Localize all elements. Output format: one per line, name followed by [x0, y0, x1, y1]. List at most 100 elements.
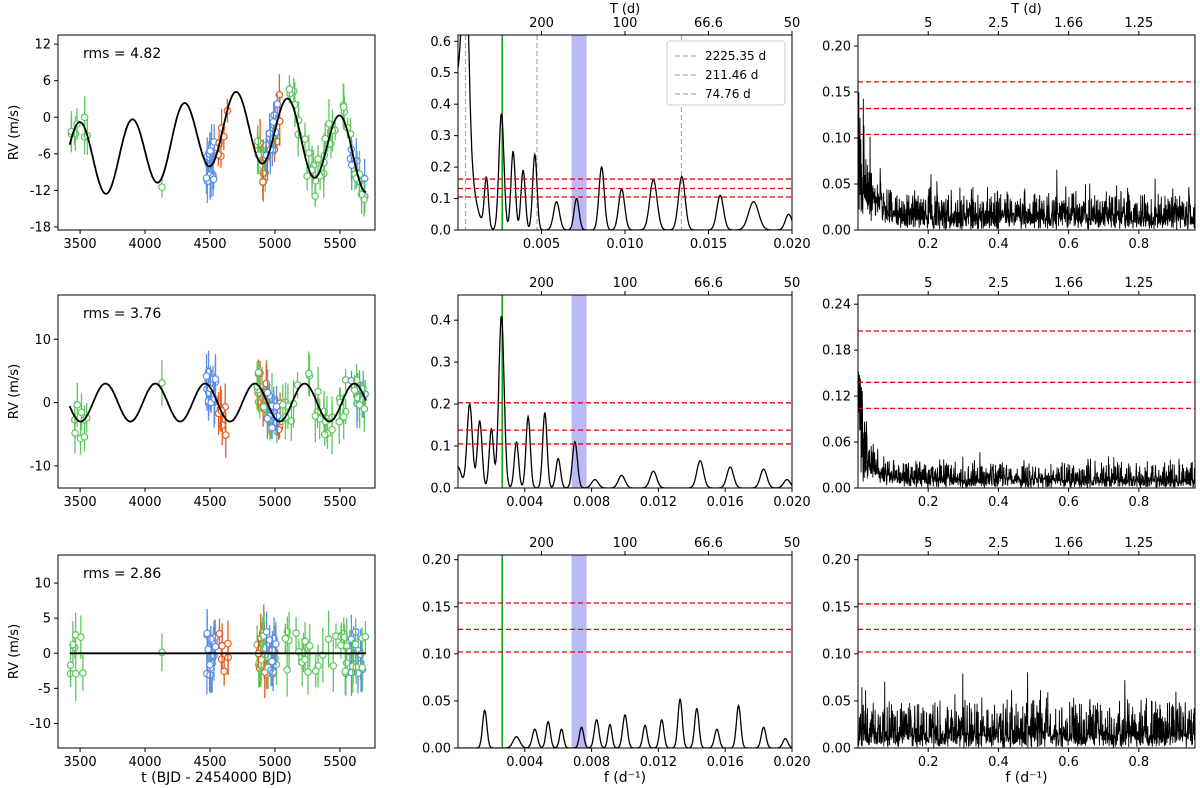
- top-tick-label: 1.25: [1124, 16, 1153, 31]
- rv-point: [158, 183, 166, 191]
- rv-point: [335, 418, 344, 426]
- x-tick-label: 5000: [258, 755, 291, 770]
- rv-point: [262, 628, 271, 636]
- y-tick-label: 5: [43, 612, 51, 627]
- y-tick-label: 10: [34, 577, 51, 592]
- top-tick-label: 2.5: [988, 276, 1009, 291]
- rv-point: [314, 387, 322, 396]
- y-tick-label: 12: [34, 38, 51, 53]
- rv-point: [329, 662, 338, 670]
- x-tick-label: 0.012: [640, 495, 677, 510]
- rv-point: [314, 155, 322, 163]
- x-tick-label: 4500: [193, 495, 226, 510]
- rms-annotation: rms = 3.76: [83, 306, 161, 322]
- x-tick-label: 3500: [64, 755, 97, 770]
- y-tick-label: 0.0: [430, 482, 451, 497]
- axes-frame: [857, 294, 1196, 489]
- rv-point: [342, 659, 351, 667]
- y-tick-label: 0.0: [430, 224, 451, 239]
- y-tick-label: 0.1: [430, 440, 451, 455]
- x-tick-label: 0.4: [988, 495, 1009, 510]
- rv-point: [328, 425, 336, 434]
- legend-label: 74.76 d: [705, 87, 751, 101]
- x-tick-label: 0.6: [1058, 755, 1079, 770]
- rv-point: [301, 655, 309, 664]
- x-tick-label: 0.008: [573, 755, 610, 770]
- rv-point: [350, 386, 359, 395]
- rv-point: [203, 629, 211, 638]
- top-tick-label: 200: [529, 16, 554, 31]
- x-tick-label: 0.020: [773, 495, 810, 510]
- y-tick-label: 0.3: [430, 129, 451, 144]
- rv-point: [262, 379, 270, 388]
- periodogram-curve: [458, 698, 792, 748]
- rv-point: [301, 135, 309, 143]
- y-tick-label: 0.00: [822, 742, 851, 757]
- rv-point: [361, 632, 370, 641]
- top-tick-label: 1.25: [1124, 536, 1153, 551]
- rv-point: [204, 645, 212, 654]
- rv-point: [158, 648, 166, 657]
- rv-point: [71, 429, 79, 437]
- rv-point: [341, 667, 350, 676]
- rv-point: [77, 408, 86, 417]
- rv-point: [311, 192, 319, 200]
- rv-point: [209, 175, 218, 184]
- x-tick-label: 4000: [128, 495, 161, 510]
- x-tick-label: 0.2: [918, 237, 939, 252]
- y-axis-label: RV (m/s): [7, 624, 22, 679]
- x-tick-label: 4500: [193, 237, 226, 252]
- x-tick-label: 5000: [258, 237, 291, 252]
- y-tick-label: 0.12: [822, 390, 851, 405]
- rv-point: [224, 639, 232, 648]
- window-periodogram: [858, 81, 1195, 230]
- rv-point: [268, 423, 276, 432]
- plot-area: [858, 603, 1195, 748]
- rv-point: [202, 372, 211, 381]
- x-tick-label: 0.4: [988, 755, 1009, 770]
- rv-point: [311, 667, 320, 675]
- rv-point: [73, 401, 82, 409]
- rv-point: [285, 85, 294, 94]
- top-tick-label: 1.25: [1124, 276, 1153, 291]
- legend-box: [666, 40, 786, 106]
- x-tick-label: 0.020: [773, 755, 810, 770]
- y-tick-label: -6: [38, 147, 51, 162]
- rv-point: [253, 137, 262, 146]
- rv-point: [79, 669, 87, 677]
- y-tick-label: 0.10: [422, 647, 451, 662]
- axes-frame: [457, 294, 793, 489]
- x-tick-label: 0.020: [773, 237, 810, 252]
- rms-annotation: rms = 2.86: [83, 566, 161, 582]
- y-tick-label: 0.06: [822, 436, 851, 451]
- rv-point: [221, 431, 230, 439]
- axes-frame: [57, 34, 376, 231]
- y-tick-label: 10: [34, 333, 51, 348]
- y-tick-label: -5: [38, 682, 51, 697]
- legend-label: 2225.35 d: [705, 49, 766, 63]
- top-tick-label: 200: [529, 536, 554, 551]
- legend-label: 211.46 d: [705, 68, 758, 82]
- top-tick-label: 1.66: [1054, 276, 1083, 291]
- y-axis-label: RV (m/s): [7, 364, 22, 419]
- rv-point: [80, 113, 89, 122]
- rv-point: [254, 368, 263, 377]
- rv-point: [305, 148, 313, 157]
- x-tick-label: 0.016: [707, 495, 744, 510]
- top-tick-label: 100: [613, 16, 638, 31]
- y-tick-label: 0: [43, 111, 51, 126]
- rv-point: [324, 635, 333, 643]
- y-tick-label: 0.05: [822, 178, 851, 193]
- x-tick-label: 5500: [323, 237, 356, 252]
- window-periodogram: [858, 672, 1195, 748]
- y-axis-label: RV (m/s): [7, 105, 22, 160]
- top-tick-label: 5: [924, 276, 932, 291]
- rv-point: [220, 667, 228, 676]
- plot-area: [858, 81, 1195, 230]
- y-tick-label: 0.20: [822, 553, 851, 568]
- y-tick-label: 0.2: [430, 161, 451, 176]
- y-tick-label: 0.1: [430, 192, 451, 207]
- axes-frame: [57, 554, 376, 749]
- rv-point: [337, 641, 345, 650]
